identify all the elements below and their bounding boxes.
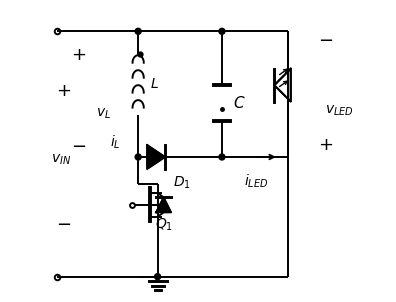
Text: $D_1$: $D_1$ <box>173 174 190 191</box>
Text: $i_L$: $i_L$ <box>110 133 121 151</box>
Text: $-$: $-$ <box>56 214 71 232</box>
Text: $-$: $-$ <box>318 30 333 48</box>
Circle shape <box>135 28 141 34</box>
Text: +: + <box>56 82 71 100</box>
Text: $i_{LED}$: $i_{LED}$ <box>244 172 268 190</box>
Text: $v_L$: $v_L$ <box>96 106 111 121</box>
Circle shape <box>135 154 141 160</box>
Text: L: L <box>151 77 158 91</box>
Polygon shape <box>156 198 171 212</box>
Circle shape <box>219 28 225 34</box>
Polygon shape <box>147 145 165 169</box>
Text: $Q_1$: $Q_1$ <box>154 216 173 233</box>
Text: $v_{IN}$: $v_{IN}$ <box>51 153 72 167</box>
Text: +: + <box>318 136 333 154</box>
Circle shape <box>219 154 225 160</box>
Text: C: C <box>233 96 244 111</box>
Text: $v_{LED}$: $v_{LED}$ <box>325 103 354 118</box>
Circle shape <box>154 274 161 280</box>
Text: $-$: $-$ <box>71 136 86 154</box>
Text: +: + <box>71 46 86 64</box>
